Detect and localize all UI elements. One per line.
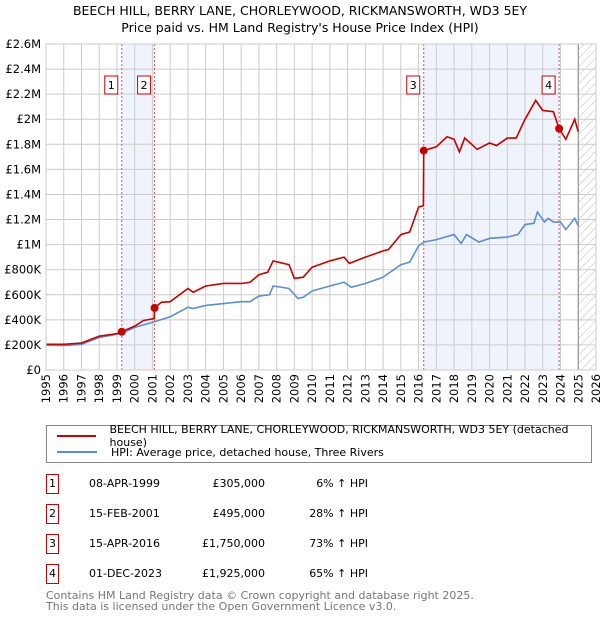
sale-hpi-change: 73% ↑ HPI (309, 537, 368, 550)
sale-row: 3 15-APR-2016 £1,750,000 73% ↑ HPI (46, 534, 546, 556)
x-tick-label: 2019 (465, 374, 479, 403)
x-tick-label: 2025 (571, 374, 585, 403)
x-tick-label: 2008 (270, 374, 284, 403)
sale-marker-number: 3 (410, 79, 417, 92)
sale-date: 01-DEC-2023 (89, 567, 163, 580)
sale-price: £495,000 (212, 507, 266, 520)
sale-number-badge: 4 (46, 564, 59, 584)
x-tick-label: 2007 (252, 374, 266, 403)
x-tick-label: 2009 (287, 374, 301, 403)
plot-border (45, 43, 597, 371)
x-tick-label: 2010 (305, 374, 319, 403)
legend-item-hpi: HPI: Average price, detached house, Thre… (57, 445, 384, 459)
sale-price: £305,000 (212, 477, 266, 490)
sale-hpi-change: 65% ↑ HPI (309, 567, 368, 580)
hpi-line (45, 210, 579, 347)
x-tick-label: 2012 (341, 374, 355, 403)
y-tick-label: £1.8M (5, 137, 41, 151)
chart-title: BEECH HILL, BERRY LANE, CHORLEYWOOD, RIC… (72, 3, 528, 18)
sale-hpi-change: 6% ↑ HPI (316, 477, 368, 490)
y-tick-label: £2M (16, 112, 41, 126)
sale-point (117, 327, 126, 336)
forecast-hatch (578, 44, 596, 370)
y-tick-label: £1M (16, 238, 41, 252)
x-tick-label: 2026 (589, 374, 600, 403)
sale-date: 15-APR-2016 (89, 537, 161, 550)
x-tick-label: 2016 (412, 374, 426, 403)
x-tick-label: 1996 (57, 374, 71, 403)
y-tick-label: £2.2M (5, 87, 41, 101)
y-tick-label: £800K (4, 263, 41, 277)
sale-row: 1 08-APR-1999 £305,000 6% ↑ HPI (46, 474, 546, 496)
x-tick-label: 2018 (447, 374, 461, 403)
x-tick-label: 2020 (483, 374, 497, 403)
sale-number-badge: 2 (46, 504, 59, 524)
footer-copyright: Contains HM Land Registry data © Crown c… (46, 589, 474, 602)
footer-licence: This data is licensed under the Open Gov… (46, 600, 397, 613)
sale-row: 4 01-DEC-2023 £1,925,000 65% ↑ HPI (46, 564, 546, 586)
sale-price: £1,750,000 (202, 537, 265, 550)
x-tick-label: 2001 (145, 374, 159, 403)
legend: BEECH HILL, BERRY LANE, CHORLEYWOOD, RIC… (46, 423, 592, 463)
legend-swatch-blue (57, 451, 97, 453)
y-tick-label: £2.6M (5, 37, 41, 51)
sale-marker-box (406, 75, 421, 95)
shaded-range (121, 44, 155, 370)
sale-marker-number: 1 (108, 79, 115, 92)
x-tick-label: 2015 (394, 374, 408, 403)
legend-item-property: BEECH HILL, BERRY LANE, CHORLEYWOOD, RIC… (57, 423, 591, 449)
x-tick-label: 2024 (554, 374, 568, 403)
y-tick-label: £2.4M (5, 62, 41, 76)
sale-date: 08-APR-1999 (89, 477, 161, 490)
sale-point (150, 303, 159, 312)
sale-row: 2 15-FEB-2001 £495,000 28% ↑ HPI (46, 504, 546, 526)
y-tick-label: £1.6M (5, 162, 41, 176)
x-tick-label: 2014 (376, 374, 390, 403)
sale-number-badge: 1 (46, 474, 59, 494)
sale-marker-number: 2 (141, 79, 148, 92)
y-tick-label: £400K (4, 313, 41, 327)
chart-subtitle: Price paid vs. HM Land Registry's House … (121, 20, 479, 35)
x-tick-label: 2011 (323, 374, 337, 403)
x-tick-label: 1995 (39, 374, 53, 403)
y-tick-label: £1.4M (5, 187, 41, 201)
shaded-range (423, 44, 560, 370)
sale-point (419, 146, 428, 155)
x-tick-label: 1998 (92, 374, 106, 403)
y-tick-label: £0 (26, 363, 41, 377)
x-tick-label: 1999 (110, 374, 124, 403)
sale-date: 15-FEB-2001 (89, 507, 160, 520)
x-tick-label: 2023 (536, 374, 550, 403)
x-tick-label: 2002 (163, 374, 177, 403)
x-tick-label: 2021 (500, 374, 514, 403)
sale-number-badge: 3 (46, 534, 59, 554)
x-tick-label: 2013 (358, 374, 372, 403)
sale-marker-box (104, 75, 119, 95)
sale-marker-box (541, 75, 556, 95)
x-tick-label: 2005 (216, 374, 230, 403)
y-tick-label: £200K (4, 338, 41, 352)
x-tick-label: 2003 (181, 374, 195, 403)
x-tick-label: 2017 (429, 374, 443, 403)
y-tick-label: £600K (4, 288, 41, 302)
legend-swatch-red (57, 435, 96, 437)
sale-hpi-change: 28% ↑ HPI (309, 507, 368, 520)
x-tick-label: 2000 (128, 374, 142, 403)
price-chart: 1995 1996 1997 1998 1999 2000 2001 2002 2003 2004… (4, 37, 600, 403)
x-tick-label: 2006 (234, 374, 248, 403)
sale-marker-box (137, 75, 152, 95)
sale-marker-number: 4 (545, 79, 552, 92)
x-tick-label: 2022 (518, 374, 532, 403)
x-tick-label: 2004 (199, 374, 213, 403)
sale-price: £1,925,000 (202, 567, 265, 580)
x-tick-label: 1997 (74, 374, 88, 403)
legend-label: BEECH HILL, BERRY LANE, CHORLEYWOOD, RIC… (109, 423, 569, 449)
sale-point (555, 124, 564, 133)
y-tick-label: £1.2M (5, 213, 41, 227)
legend-label: HPI: Average price, detached house, Thre… (111, 445, 384, 459)
